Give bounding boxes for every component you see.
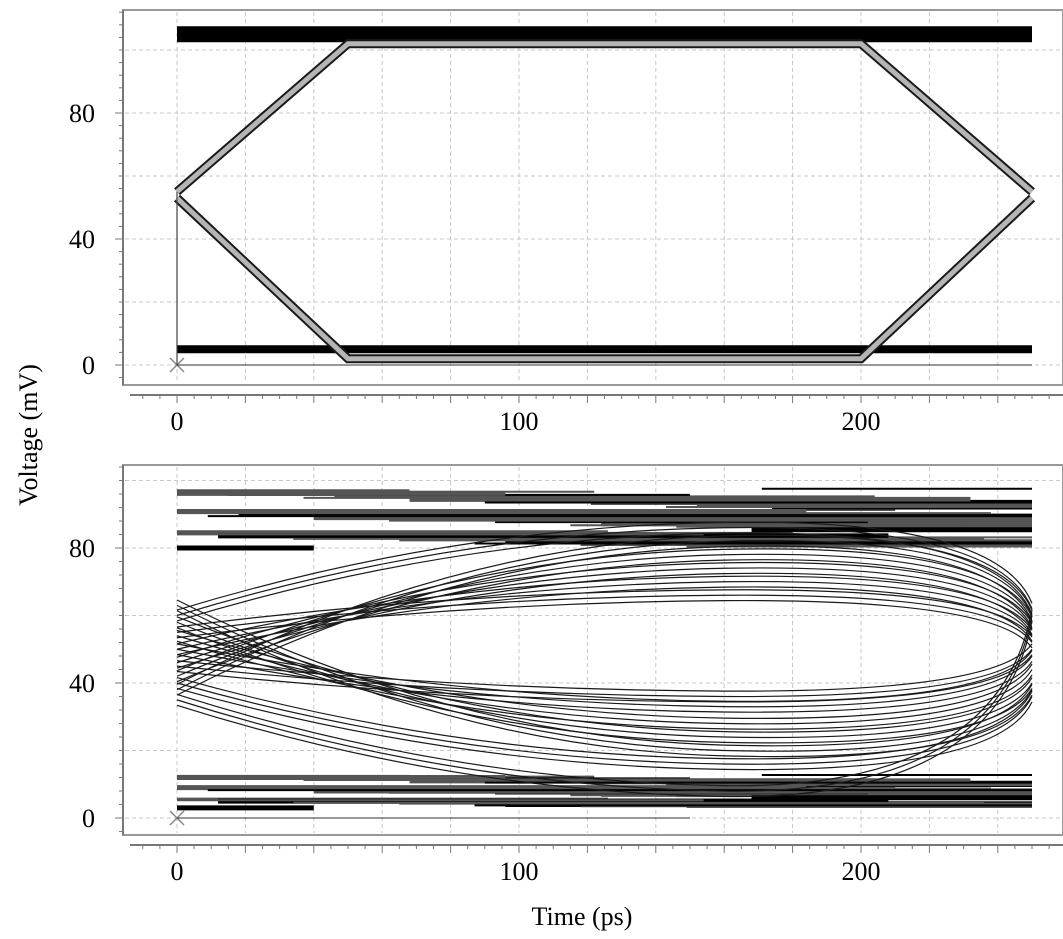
eye-trace xyxy=(176,635,1033,725)
x-tick-label: 0 xyxy=(171,407,184,436)
y-tick-label: 40 xyxy=(69,225,95,254)
top-eye-panel: 0 40 80 0 100 200 xyxy=(69,9,1063,436)
x-tick-label: 100 xyxy=(500,857,539,886)
eye-trace xyxy=(176,521,1033,611)
eye-trace xyxy=(176,610,1033,758)
eye-trace xyxy=(176,682,1033,765)
eye-trace xyxy=(176,548,1033,672)
eye-trace xyxy=(176,545,1033,696)
eye-trace xyxy=(176,599,1033,649)
bottom-eye-panel: 0 40 80 0 100 200 xyxy=(69,464,1063,886)
eye-trace xyxy=(176,567,1033,664)
eye-trace xyxy=(176,687,1033,771)
eye-trace xyxy=(176,615,1033,792)
eye-trace xyxy=(176,654,1033,713)
trace-group xyxy=(176,487,1033,819)
eye-trace xyxy=(176,648,1033,708)
eye-trace xyxy=(176,553,1033,677)
y-tick-label: 0 xyxy=(82,804,95,833)
x-tick-label: 100 xyxy=(500,407,539,436)
transition-trace-core xyxy=(175,196,1034,362)
transition-trace-core xyxy=(175,41,1034,194)
eye-trace xyxy=(176,643,1033,692)
x-tick-label: 200 xyxy=(842,857,881,886)
eye-trace xyxy=(176,604,1033,752)
y-tick-label: 0 xyxy=(82,351,95,380)
eye-trace xyxy=(176,643,1033,702)
eye-trace xyxy=(176,654,1033,703)
x-tick-label: 200 xyxy=(842,407,881,436)
eye-trace xyxy=(176,575,1033,645)
eye-trace xyxy=(176,594,1033,643)
eye-trace xyxy=(176,526,1033,617)
x-axis-title: Time (ps) xyxy=(532,902,633,931)
eye-trace xyxy=(176,589,1033,638)
y-tick-label: 80 xyxy=(69,99,95,128)
y-tick-label: 80 xyxy=(69,534,95,563)
y-axis-title: Voltage (mV) xyxy=(14,364,43,506)
y-tick-label: 40 xyxy=(69,669,95,698)
plot-frame xyxy=(122,9,1063,386)
eye-trace xyxy=(176,586,1033,656)
eye-trace xyxy=(176,561,1033,658)
x-tick-label: 0 xyxy=(171,857,184,886)
eye-trace xyxy=(176,580,1033,650)
eye-trace xyxy=(176,677,1033,760)
eye-trace xyxy=(176,648,1033,698)
eye-trace xyxy=(176,609,1033,787)
eye-trace xyxy=(176,532,1033,622)
eye-trace xyxy=(176,629,1033,719)
trace-group xyxy=(173,26,1036,366)
eye-trace xyxy=(176,640,1033,730)
eye-trace xyxy=(176,620,1033,798)
